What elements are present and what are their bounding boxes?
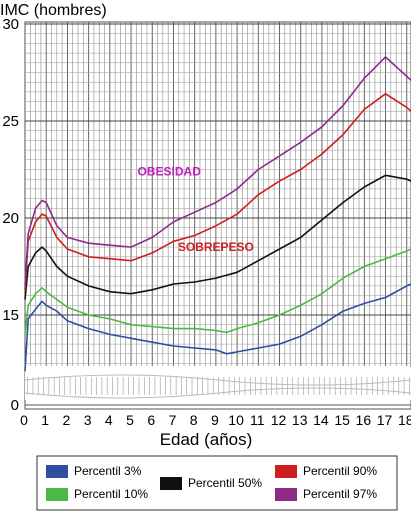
axis-break <box>24 367 411 400</box>
x-tick-label: 5 <box>126 412 134 428</box>
legend-label-p50: Percentil 50% <box>188 476 262 490</box>
break-wave <box>24 387 411 399</box>
x-tick-label: 9 <box>211 412 219 428</box>
legend-label-p10: Percentil 10% <box>74 487 148 501</box>
series-lines <box>24 56 411 372</box>
series-line-0 <box>24 283 411 372</box>
y-axis-label: IMC (hombres) <box>0 2 107 19</box>
x-tick-label: 11 <box>250 412 265 428</box>
y-tick-label: 20 <box>2 210 19 227</box>
legend-swatch-1 <box>46 488 68 501</box>
x-tick-label: 0 <box>20 412 28 428</box>
legend-swatch-4 <box>275 488 297 501</box>
annotation-sobrepeso: SOBREPESO <box>178 240 254 254</box>
y-tick-label: 30 <box>2 16 19 33</box>
x-tick-label: 12 <box>271 412 287 428</box>
x-tick-label: 4 <box>105 412 113 428</box>
legend-label-p3: Percentil 3% <box>74 464 142 478</box>
y-tick-label: 15 <box>2 307 19 324</box>
legend-label-p97: Percentil 97% <box>303 487 377 501</box>
x-tick-label: 16 <box>356 412 372 428</box>
legend-box <box>36 455 398 511</box>
annotations: OBESIDAD SOBREPESO <box>138 164 254 254</box>
series-line-3 <box>24 93 411 290</box>
annotation-obesidad: OBESIDAD <box>138 164 202 178</box>
series-line-1 <box>24 248 411 335</box>
break-band <box>25 367 411 400</box>
x-tick-label: 13 <box>292 412 308 428</box>
legend-swatch-0 <box>46 465 68 478</box>
x-tick-label: 7 <box>169 412 177 428</box>
x-tick-label: 17 <box>377 412 393 428</box>
x-tick-label: 8 <box>190 412 198 428</box>
x-axis-label: Edad (años) <box>160 430 253 449</box>
x-tick-label: 3 <box>84 412 92 428</box>
x-tick-label: 15 <box>334 412 350 428</box>
grid <box>25 22 411 406</box>
plot-background <box>24 21 411 410</box>
y-tick-label: 25 <box>2 113 19 130</box>
x-tick-label: 14 <box>313 412 329 428</box>
x-tick-label: 2 <box>63 412 71 428</box>
y-tick-labels: 0 15 20 25 30 <box>2 16 19 414</box>
y-tick-label: 0 <box>11 397 19 414</box>
legend: Percentil 3% Percentil 10% Percentil 50%… <box>36 455 398 511</box>
series-line-2 <box>24 174 411 300</box>
x-tick-label: 10 <box>228 412 244 428</box>
break-wave <box>24 374 411 386</box>
series-line-4 <box>24 56 411 286</box>
legend-swatch-2 <box>160 477 182 490</box>
x-tick-labels: 0 1 2 3 4 5 6 7 8 9 10 11 12 13 14 15 16 17 18 <box>20 412 411 428</box>
x-tick-label: 6 <box>147 412 155 428</box>
legend-label-p90: Percentil 90% <box>303 464 377 478</box>
legend-swatch-3 <box>275 465 297 478</box>
x-tick-label: 1 <box>41 412 49 428</box>
x-tick-label: 18 <box>398 412 411 428</box>
